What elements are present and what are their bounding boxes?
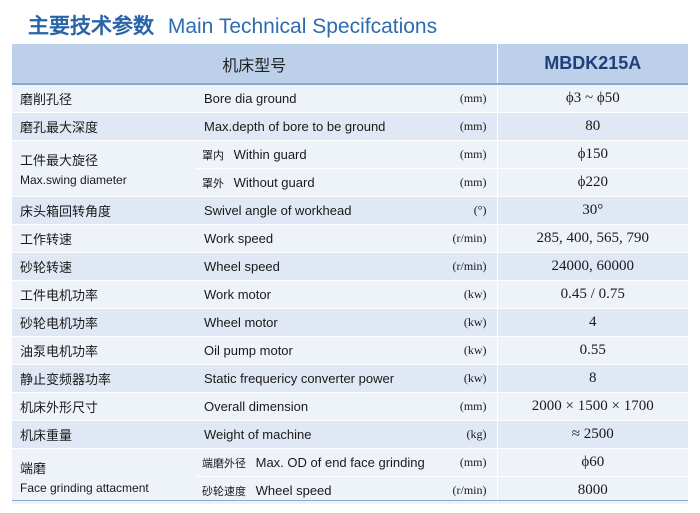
table-row: 机床外形尺寸 Overall dimension (mm) 2000 × 150… — [12, 392, 689, 421]
param-sub: 罩外 Without guard — [196, 168, 451, 197]
table-row: 床头箱回转角度 Swivel angle of workhead (°) 30° — [12, 196, 689, 225]
table-row: 机床重量 Weight of machine (kg) ≈ 2500 — [12, 420, 689, 449]
param-value: ϕ220 — [496, 168, 689, 197]
sub-cn: 砂轮速度 — [202, 485, 246, 498]
param-en: Work speed — [196, 224, 451, 253]
param-value: 30° — [496, 196, 689, 225]
param-value: ϕ150 — [496, 140, 689, 169]
param-unit: (mm) — [451, 448, 498, 477]
param-en: Static frequericy converter power — [196, 364, 451, 393]
param-unit: (kg) — [451, 420, 498, 449]
sub-en: Max. OD of end face grinding — [255, 454, 425, 470]
table-row: 静止变频器功率 Static frequericy converter powe… — [12, 364, 689, 393]
param-value: 4 — [496, 308, 689, 337]
param-cn: 砂轮转速 — [12, 252, 196, 281]
param-unit: (mm) — [451, 140, 498, 169]
param-en: Work motor — [196, 280, 451, 309]
param-en: Overall dimension — [196, 392, 451, 421]
param-unit: (r/min) — [451, 476, 498, 504]
param-cn-en: Max.swing diameter — [20, 173, 127, 187]
param-en: Wheel motor — [196, 308, 451, 337]
param-cn: 端磨 — [20, 461, 47, 476]
sub-cn: 端磨外径 — [202, 457, 246, 470]
model-value: MBDK215A — [496, 44, 689, 85]
param-value: ≈ 2500 — [496, 420, 689, 449]
param-value: 2000 × 1500 × 1700 — [496, 392, 689, 421]
param-sub: 砂轮速度 Wheel speed — [196, 476, 451, 504]
param-unit: (mm) — [451, 112, 498, 141]
param-value: 0.55 — [496, 336, 689, 365]
param-cn: 机床重量 — [12, 420, 196, 449]
table-row: 砂轮速度 Wheel speed (r/min) 8000 — [12, 476, 689, 504]
param-group-label: 端磨 Face grinding attacment — [12, 448, 196, 504]
param-en: Wheel speed — [196, 252, 451, 281]
param-value: 8000 — [496, 476, 689, 504]
param-value: 24000, 60000 — [496, 252, 689, 281]
param-value: 285, 400, 565, 790 — [496, 224, 689, 253]
page-title: 主要技术参数 Main Technical Specifcations — [28, 10, 437, 40]
title-en: Main Technical Specifcations — [167, 15, 438, 38]
table-row: 砂轮电机功率 Wheel motor (kw) 4 — [12, 308, 689, 337]
param-cn: 砂轮电机功率 — [12, 308, 196, 337]
param-en: Bore dia ground — [196, 83, 451, 113]
param-cn: 油泵电机功率 — [12, 336, 196, 365]
table-row: 油泵电机功率 Oil pump motor (kw) 0.55 — [12, 336, 689, 365]
param-value: ϕ60 — [496, 448, 689, 477]
table-row: 磨削孔径 Bore dia ground (mm) ϕ3 ~ ϕ50 — [12, 83, 689, 113]
param-value: 80 — [496, 112, 689, 141]
param-cn: 磨孔最大深度 — [12, 112, 196, 141]
sub-en: Without guard — [233, 174, 315, 190]
param-unit: (kw) — [451, 364, 498, 393]
param-unit: (kw) — [451, 280, 498, 309]
param-cn: 工件电机功率 — [12, 280, 196, 309]
table-row: 工作转速 Work speed (r/min) 285, 400, 565, 7… — [12, 224, 689, 253]
param-en: Max.depth of bore to be ground — [196, 112, 451, 141]
param-group-label: 工件最大旋径 Max.swing diameter — [12, 140, 196, 197]
param-sub: 罩内 Within guard — [196, 140, 451, 169]
table-header: 机床型号 MBDK215A — [12, 44, 689, 85]
param-unit: (°) — [451, 196, 498, 225]
param-value: 0.45 / 0.75 — [496, 280, 689, 309]
table-row: 端磨 Face grinding attacment 端磨外径 Max. OD … — [12, 448, 689, 504]
table-row: 磨孔最大深度 Max.depth of bore to be ground (m… — [12, 112, 689, 141]
param-cn: 静止变频器功率 — [12, 364, 196, 393]
sub-en: Within guard — [233, 146, 307, 162]
param-unit: (kw) — [451, 308, 498, 337]
param-value: 8 — [496, 364, 689, 393]
param-cn-en: Face grinding attacment — [20, 481, 149, 495]
param-en: Oil pump motor — [196, 336, 451, 365]
sub-cn: 罩外 — [202, 177, 224, 190]
param-unit: (r/min) — [451, 252, 498, 281]
sub-en: Wheel speed — [255, 482, 332, 498]
param-unit: (r/min) — [451, 224, 498, 253]
table-row: 砂轮转速 Wheel speed (r/min) 24000, 60000 — [12, 252, 689, 281]
param-cn: 床头箱回转角度 — [12, 196, 196, 225]
param-unit: (mm) — [451, 168, 498, 197]
model-label: 机床型号 — [12, 44, 498, 85]
param-cn: 磨削孔径 — [12, 83, 196, 113]
spec-table: 机床型号 MBDK215A 磨削孔径 Bore dia ground (mm) … — [12, 44, 689, 504]
param-en: Weight of machine — [196, 420, 451, 449]
param-unit: (kw) — [451, 336, 498, 365]
param-en: Swivel angle of workhead — [196, 196, 451, 225]
sub-cn: 罩内 — [202, 149, 224, 162]
param-unit: (mm) — [451, 83, 498, 113]
title-cn: 主要技术参数 — [28, 15, 154, 38]
table-row: 罩外 Without guard (mm) ϕ220 — [12, 168, 689, 197]
param-cn: 工件最大旋径 — [20, 153, 99, 168]
table-row: 工件电机功率 Work motor (kw) 0.45 / 0.75 — [12, 280, 689, 309]
param-cn: 机床外形尺寸 — [12, 392, 196, 421]
param-unit: (mm) — [451, 392, 498, 421]
param-cn: 工作转速 — [12, 224, 196, 253]
param-value: ϕ3 ~ ϕ50 — [496, 83, 689, 113]
table-row: 工件最大旋径 Max.swing diameter 罩内 Within guar… — [12, 140, 689, 197]
param-sub: 端磨外径 Max. OD of end face grinding — [196, 448, 451, 477]
table-bottom-rule — [12, 500, 688, 501]
